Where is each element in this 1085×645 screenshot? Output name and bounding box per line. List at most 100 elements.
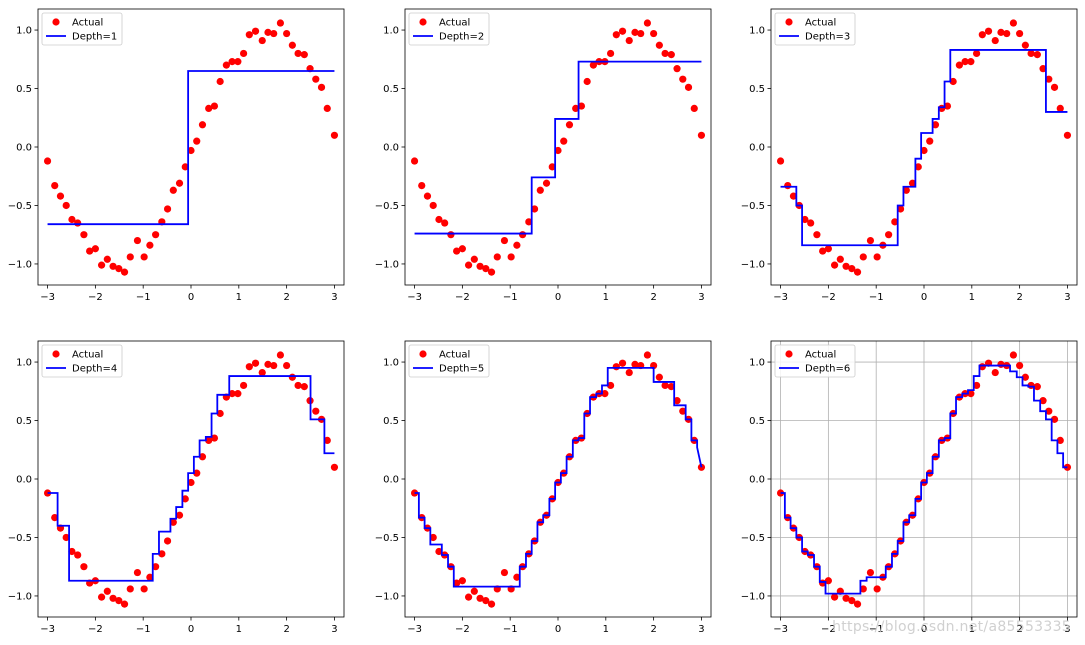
x-tick-label: −3 (40, 292, 55, 303)
data-point-actual (97, 261, 106, 269)
x-tick-label: 1 (969, 292, 975, 303)
data-point-actual (667, 383, 675, 391)
data-point-actual (234, 390, 242, 398)
x-tick-label: 0 (555, 292, 561, 303)
x-tick-label: 0 (188, 292, 194, 303)
data-point-actual (967, 390, 975, 398)
data-point-actual (667, 51, 675, 59)
x-tick-label: −1 (136, 292, 151, 303)
data-point-actual (163, 205, 172, 213)
data-point-actual (679, 407, 687, 415)
data-point-actual (288, 373, 296, 381)
x-tick-label: −2 (88, 624, 103, 635)
data-point-actual (577, 102, 586, 110)
data-point-actual (323, 436, 331, 445)
data-point-actual (1009, 351, 1018, 359)
data-point-actual (1021, 373, 1029, 381)
x-tick-label: 0 (921, 292, 927, 303)
data-point-actual (51, 181, 59, 190)
data-point-actual (507, 253, 515, 261)
data-point-actual (902, 186, 910, 194)
plot-area (410, 351, 706, 608)
data-point-actual (661, 49, 669, 58)
y-tick-label: −1.0 (8, 591, 32, 602)
data-point-actual (1016, 361, 1024, 370)
data-point-actual (239, 381, 248, 390)
data-point-actual (482, 265, 490, 273)
legend-label: Depth=1 (72, 32, 117, 43)
legend: Actual Depth=1 (41, 12, 123, 46)
data-point-actual (583, 77, 591, 86)
data-point-actual (80, 231, 88, 239)
data-point-actual (1045, 407, 1053, 415)
legend-label: Depth=5 (439, 364, 484, 375)
data-point-actual (819, 247, 827, 255)
data-point-actual (103, 255, 111, 263)
data-point-actual (955, 61, 963, 69)
y-tick-label: 1.0 (383, 26, 399, 37)
data-point-actual (548, 163, 556, 171)
data-point-actual (842, 594, 850, 602)
series-line-depth-3 (780, 49, 1068, 247)
y-tick-label: 0.0 (16, 475, 32, 486)
data-point-actual (866, 568, 875, 577)
y-tick-label: 0.5 (16, 84, 32, 95)
data-point-actual (967, 58, 975, 66)
data-point-actual (91, 245, 99, 253)
data-point-actual (643, 19, 652, 27)
data-point-actual (133, 568, 142, 577)
data-point-actual (519, 231, 527, 239)
data-point-actual (216, 409, 224, 418)
data-point-actual (1033, 383, 1041, 391)
data-point-actual (68, 547, 76, 556)
data-point-actual (1027, 49, 1035, 58)
data-point-actual (801, 215, 809, 224)
data-point-actual (891, 218, 899, 226)
data-point-actual (288, 41, 296, 49)
y-tick-label: 0.0 (749, 475, 765, 486)
data-point-actual (68, 215, 76, 224)
data-point-actual (283, 361, 291, 370)
data-point-actual (606, 381, 615, 390)
data-point-actual (464, 593, 473, 601)
data-point-actual (120, 600, 129, 608)
y-tick-label: 1.0 (16, 26, 32, 37)
data-point-actual (115, 265, 123, 273)
data-point-actual (62, 533, 70, 542)
data-point-actual (312, 407, 320, 415)
data-point-actual (679, 75, 687, 83)
data-point-actual (1050, 415, 1059, 423)
data-point-actual (866, 236, 875, 245)
subplot-4: −3 −2 −1 0 1 2 3 −1.0 −0.5 0.0 0.5 1.0 Actual Depth=4 (8, 340, 345, 635)
series-line-depth-4 (47, 375, 335, 582)
data-point-actual (487, 268, 496, 276)
data-point-actual (1033, 51, 1041, 59)
plot-area (410, 19, 706, 276)
data-point-actual (991, 36, 999, 45)
y-tick-label: 1.0 (749, 358, 765, 369)
x-tick-label: 3 (698, 624, 704, 635)
y-tick-label: 0.5 (383, 416, 399, 427)
data-point-actual (245, 363, 253, 371)
data-point-actual (500, 568, 509, 577)
x-tick-label: −1 (869, 624, 884, 635)
plot-area (43, 19, 339, 276)
data-point-actual (824, 245, 832, 253)
data-point-actual (80, 563, 88, 571)
data-point-actual (830, 593, 839, 601)
data-point-actual (554, 146, 562, 155)
data-point-actual (258, 36, 266, 45)
series-line-depth-1 (47, 70, 335, 226)
data-point-actual (926, 137, 934, 145)
x-tick-label: −2 (455, 292, 470, 303)
data-point-actual (684, 83, 693, 91)
legend-marker-actual (419, 350, 427, 358)
data-point-actual (216, 77, 224, 86)
data-point-actual (205, 436, 213, 445)
data-point-actual (493, 253, 501, 261)
x-tick-label: 2 (283, 624, 289, 635)
legend-label: Actual (805, 18, 836, 29)
legend-marker-actual (785, 18, 793, 26)
data-point-actual (836, 255, 844, 263)
legend: Actual Depth=5 (408, 344, 490, 378)
